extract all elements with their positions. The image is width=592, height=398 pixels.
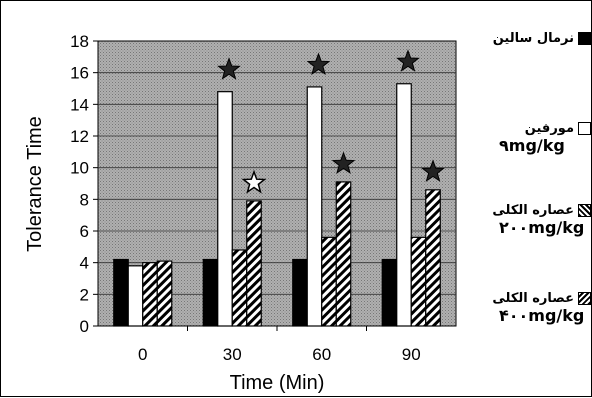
bar: [335, 181, 352, 327]
significance-star: [306, 52, 331, 75]
bar: [246, 200, 262, 327]
bar: [113, 258, 129, 327]
bar: [410, 236, 427, 327]
bar: [127, 265, 144, 327]
legend-dose: ۹mg/kg: [499, 136, 565, 155]
legend-label: مورفين: [524, 121, 574, 136]
legend-item-saline: نرمال سالين: [469, 31, 591, 46]
y-tick-label: 16: [70, 64, 89, 83]
bar: [142, 262, 158, 327]
legend-swatch-black: [578, 32, 591, 45]
x-tick-labels: 0 30 60 90: [138, 345, 421, 364]
significance-star: [396, 49, 420, 72]
bar: [425, 189, 441, 327]
y-tick-label: 18: [70, 32, 89, 51]
bar: [321, 236, 337, 327]
bar: [156, 260, 173, 327]
y-tick-label: 14: [70, 95, 89, 114]
legend-label: عصاره الكلى: [492, 291, 574, 306]
y-axis-title: Tolerance Time: [24, 116, 46, 252]
legend-dose: ۴۰۰mg/kg: [499, 306, 585, 325]
legend-item-extract-200: عصاره الكلى ۲۰۰mg/kg: [469, 203, 591, 237]
x-tick-label: 0: [138, 345, 147, 364]
y-tick-label: 2: [80, 285, 89, 304]
legend-label: نرمال سالين: [492, 31, 574, 46]
legend-dose: ۲۰۰mg/kg: [499, 218, 585, 237]
legend-swatch-hatch: [578, 292, 591, 305]
y-tick-labels: 0 2 4 6 8 10 12 14 16 18: [70, 32, 89, 336]
significance-star: [331, 151, 356, 174]
bars: [113, 83, 441, 327]
y-tick-label: 0: [80, 317, 89, 336]
bar: [202, 258, 219, 327]
legend: نرمال سالين مورفين ۹mg/kg عصاره الكلى ۲۰…: [469, 21, 591, 351]
significance-stars: [217, 49, 445, 194]
bar: [306, 86, 323, 327]
legend-swatch-hatch: [578, 204, 591, 217]
bar: [217, 91, 233, 327]
bar: [231, 249, 248, 327]
legend-swatch-white: [578, 122, 591, 135]
bar: [381, 258, 398, 327]
y-tick-label: 12: [70, 127, 89, 146]
y-tick-label: 8: [80, 190, 89, 209]
x-axis-title: Time (Min): [230, 372, 325, 394]
x-tick-label: 90: [402, 345, 421, 364]
x-tick-label: 60: [312, 345, 331, 364]
significance-star: [421, 159, 445, 182]
legend-item-extract-400: عصاره الكلى ۴۰۰mg/kg: [469, 291, 591, 325]
significance-star: [241, 169, 267, 194]
legend-label: عصاره الكلى: [492, 203, 574, 218]
y-tick-label: 10: [70, 159, 89, 178]
bar: [396, 83, 412, 327]
bar: [292, 258, 308, 327]
legend-item-morphine: مورفين ۹mg/kg: [469, 121, 591, 155]
y-tick-label: 6: [80, 222, 89, 241]
y-tick-label: 4: [80, 254, 89, 273]
x-tick-label: 30: [223, 345, 242, 364]
significance-star: [217, 57, 241, 80]
